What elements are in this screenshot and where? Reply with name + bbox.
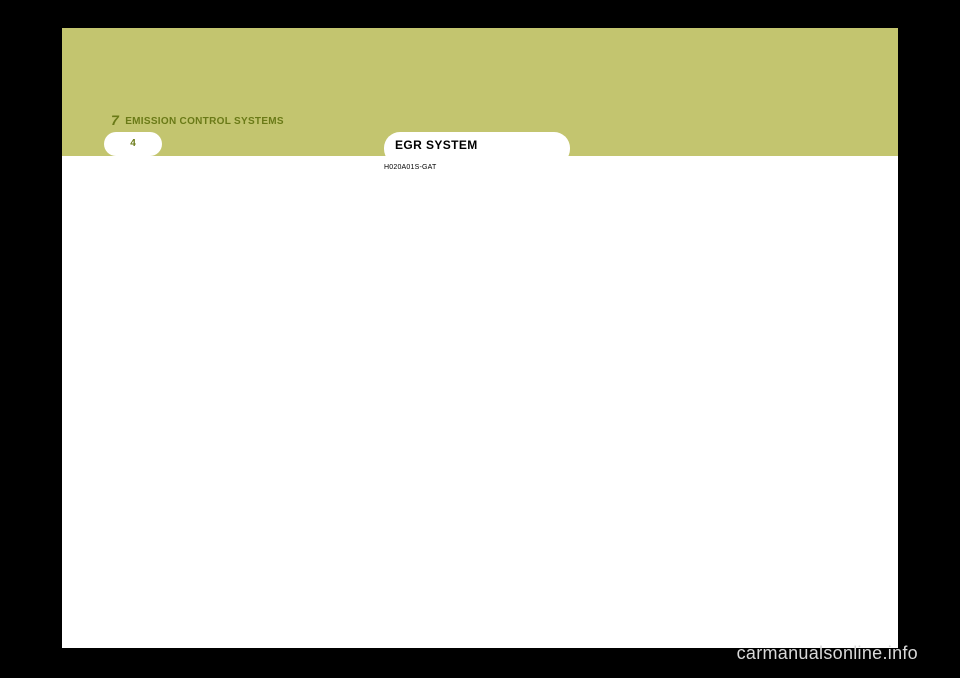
- page-number: 4: [130, 138, 136, 149]
- chapter-title: EMISSION CONTROL SYSTEMS: [125, 116, 284, 127]
- page-number-pill: 4: [104, 132, 162, 156]
- section-title: EGR SYSTEM: [395, 138, 478, 152]
- chapter-header: 7 EMISSION CONTROL SYSTEMS: [111, 112, 284, 128]
- watermark: carmanualsonline.info: [737, 643, 918, 664]
- manual-page: 7 EMISSION CONTROL SYSTEMS 4 EGR SYSTEM …: [62, 28, 898, 648]
- section-title-pill: EGR SYSTEM: [384, 132, 570, 165]
- chapter-number: 7: [111, 112, 119, 128]
- section-ref-code: H020A01S-GAT: [384, 164, 436, 171]
